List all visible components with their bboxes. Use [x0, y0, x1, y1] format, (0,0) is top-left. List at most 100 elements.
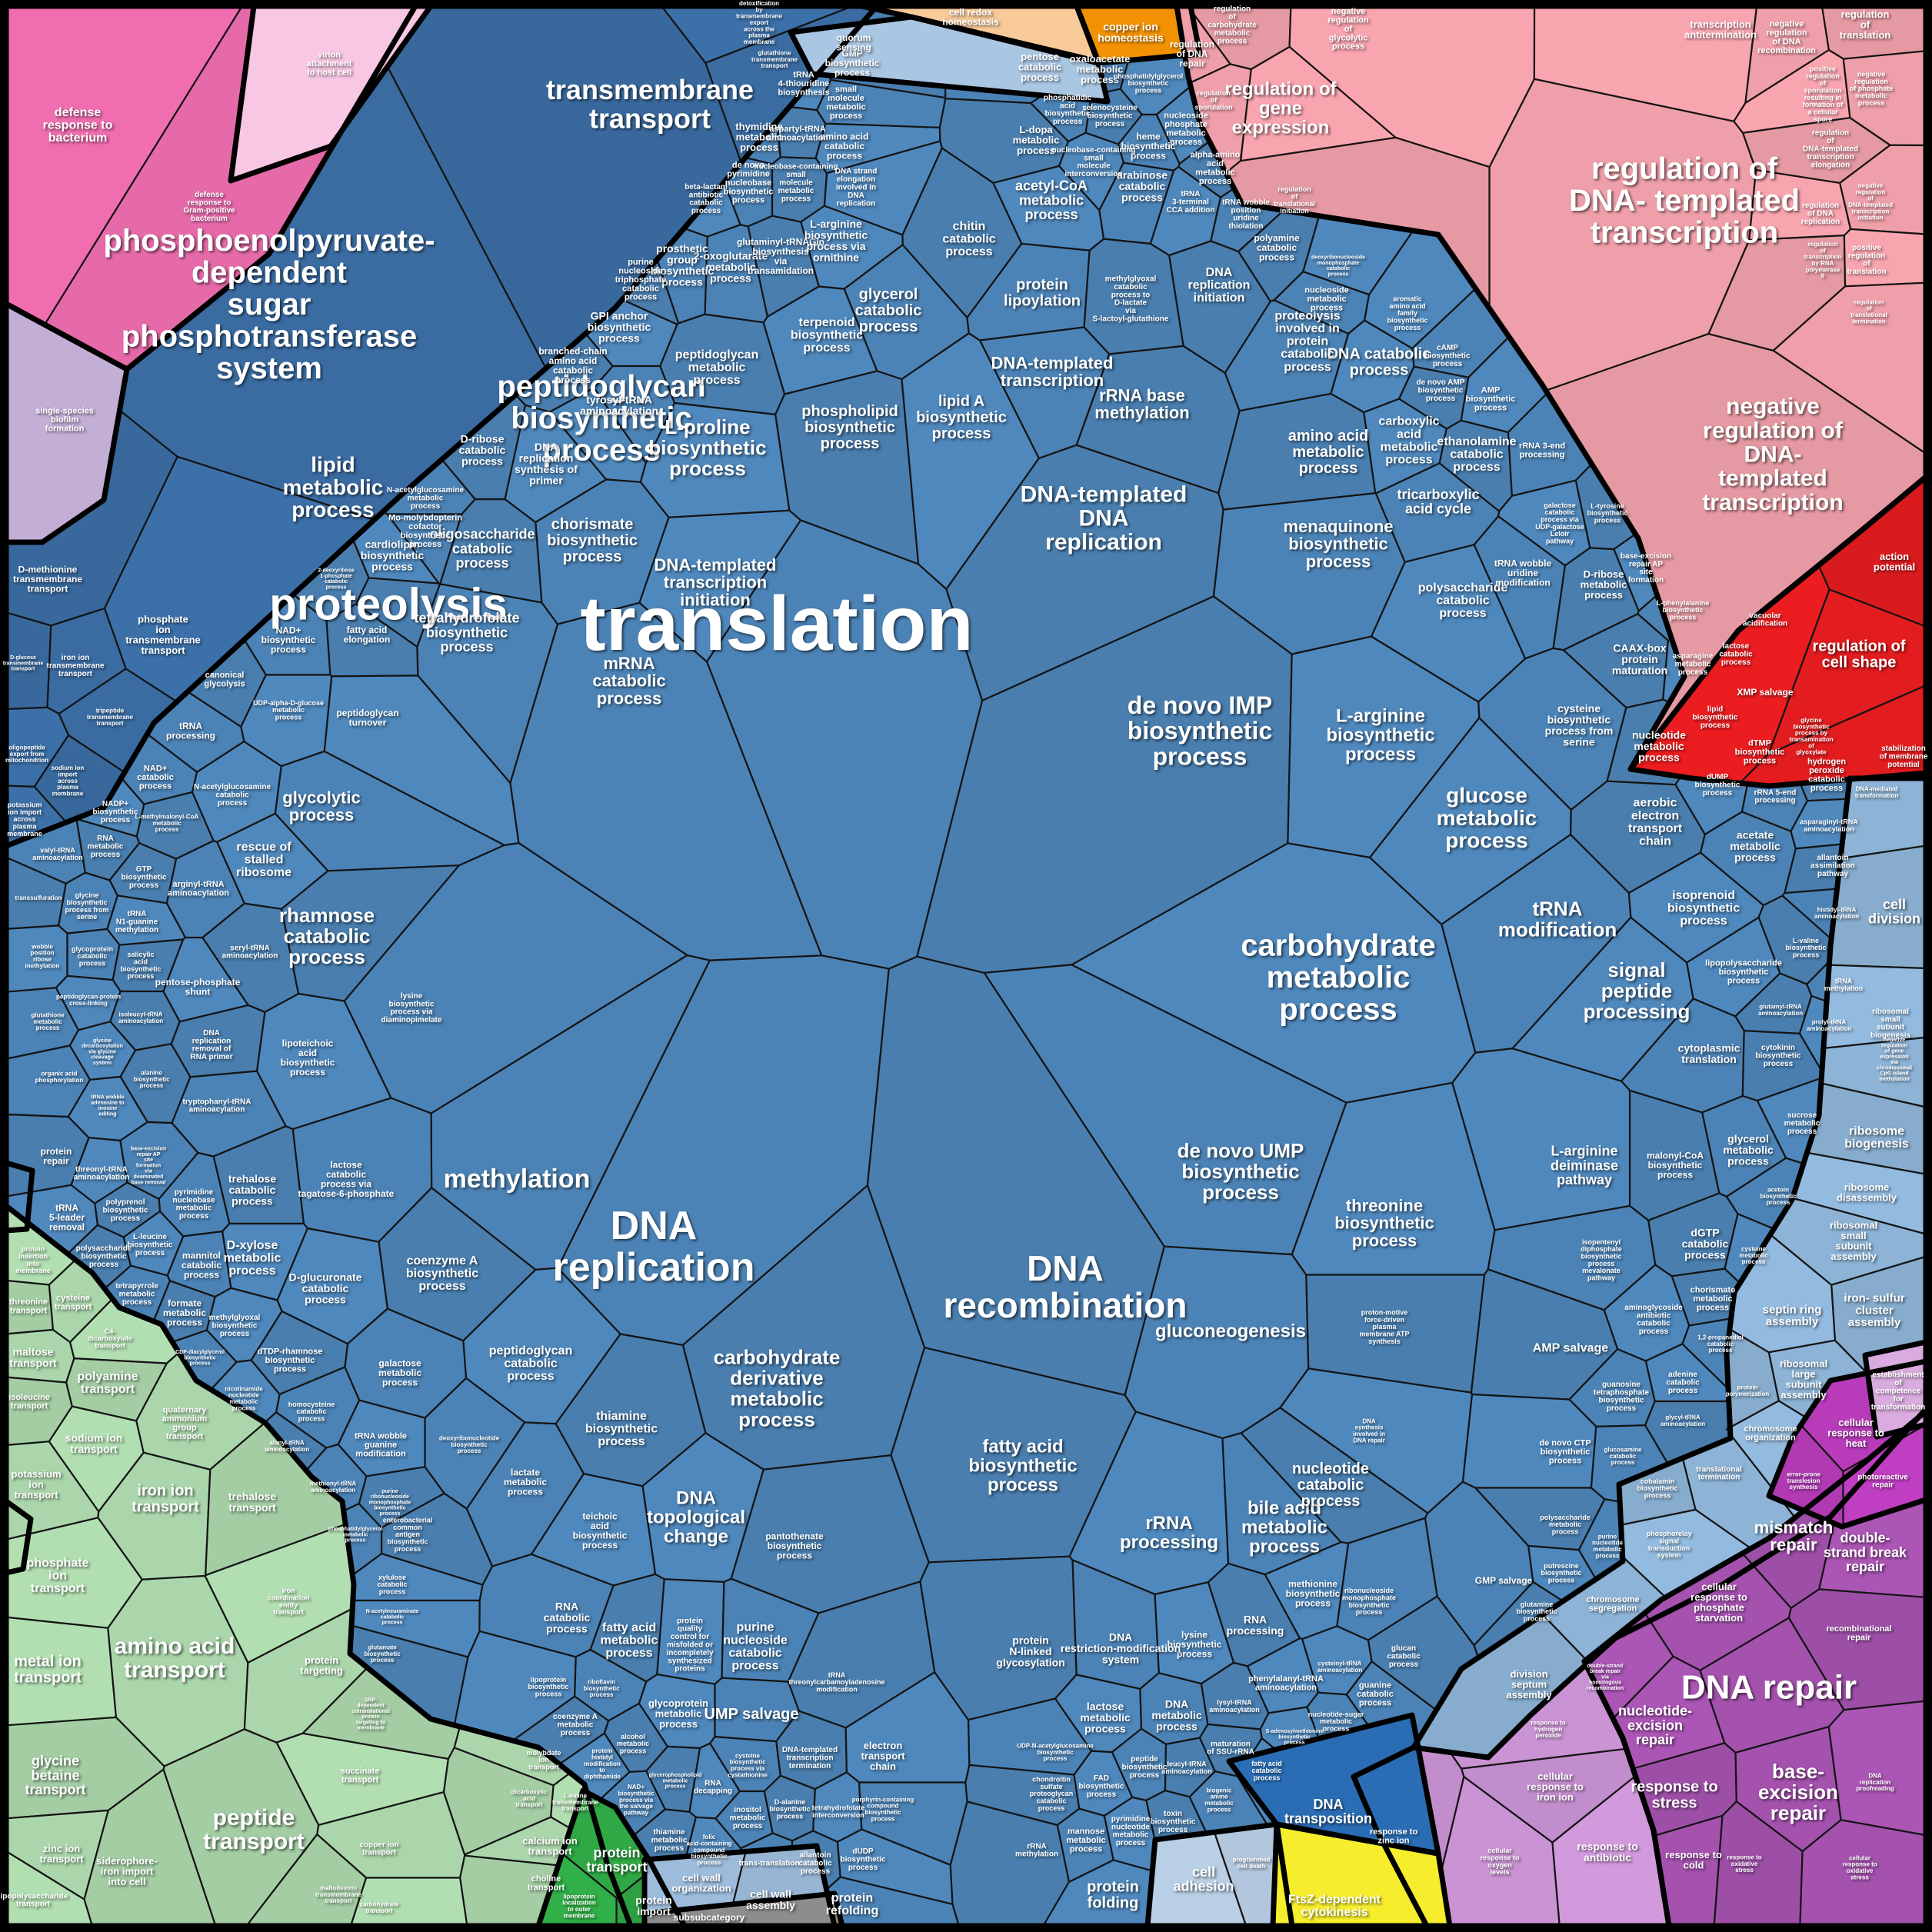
cell-label: protein histidyl modification to diphthamide — [584, 1747, 621, 1780]
cell-label: cellular response to oxygen levels — [1480, 1847, 1520, 1876]
cell-label: bile acid metabolic process — [1241, 1497, 1327, 1557]
treemap-cell-l-dopa-metabolic-process[interactable] — [938, 98, 1070, 184]
cell-label: calcium ion transport — [522, 1835, 578, 1857]
cell-label: regulation of translational termination — [1850, 298, 1887, 325]
cell-label: DNA replication removal of RNA primer — [190, 1029, 232, 1061]
cell-label: cytoplasmic translation — [1678, 1042, 1740, 1066]
cell-label: D-methionine transmembrane transport — [13, 565, 82, 595]
cell-label: phosphatidylglycerol biosynthetic process — [1114, 72, 1184, 95]
cell-label: L-leucine biosynthetic process — [128, 1233, 173, 1257]
cell-label: protein insertion into membrane — [15, 1245, 51, 1274]
cell-label: isoleucine transport — [8, 1393, 50, 1411]
treemap-cell-purine-ribonucleoside-monophosphate-biosynthetic-p[interactable] — [358, 1466, 445, 1529]
cell-label: cysteine transport — [55, 1294, 92, 1311]
cell-label: peptide biosynthetic process — [1122, 1755, 1168, 1780]
cell-label: action potential — [1874, 551, 1915, 573]
treemap-cell-mo-molybdopterin-cofactor-biosynthetic-process[interactable] — [386, 513, 463, 585]
cell-label: enterobacterial common antigen biosynthetic… — [383, 1516, 433, 1552]
cell-label: lysine biosynthetic process — [1168, 1630, 1222, 1660]
cell-label: error-prone translesion synthesis — [1787, 1471, 1820, 1491]
treemap-cell-peptidoglycan-turnover[interactable] — [323, 675, 520, 847]
cell-label: regulation of DNA- templated transcription — [1569, 152, 1800, 249]
cell-label: cardiolipin biosynthetic process — [361, 538, 425, 572]
cell-label: D-ribose metabolic process — [1581, 568, 1627, 601]
cell-label: thiamine metabolic process — [651, 1828, 688, 1853]
region-border-lp2 — [1862, 1339, 1929, 1440]
cell-label: nucleobase-containing small molecule interc… — [1052, 146, 1136, 178]
cell-label: negative regulation of glycolytic process — [1327, 7, 1368, 52]
cell-label: D-alanine biosynthetic process — [769, 1798, 810, 1820]
cell-label: regulation of gene expression — [1224, 78, 1337, 138]
cell-label: phosphatidylglycerol metabolic process — [328, 1527, 382, 1544]
cell-label: cytokinin biosynthetic process — [1756, 1044, 1801, 1068]
cell-label: RNA processing — [1227, 1614, 1284, 1637]
cell-label: fatty acid metabolic process — [601, 1621, 658, 1660]
cell-label: ribosomal large subunit assembly — [1780, 1357, 1827, 1401]
cell-label: Mo-molybdopterin cofactor biosynthetic proc… — [388, 514, 462, 549]
treemap-cell-l-arginine-deiminase-pathway[interactable] — [1451, 1048, 1631, 1231]
cell-label: S-adenosylmethionine biosynthetic process — [1266, 1729, 1324, 1746]
cell-label: menaquinone biosynthetic process — [1283, 517, 1393, 571]
cell-label: wobble position ribose methylation — [25, 943, 60, 969]
cell-label: peptidoglycan turnover — [336, 708, 398, 728]
cell-label: glycerol catabolic process — [855, 286, 922, 335]
cell-label: organic acid phosphorylation — [35, 1071, 84, 1084]
cell-label: regulation of carbohydrate metabolic process — [1208, 5, 1257, 46]
treemap-cell-dna-replication-proofreading[interactable] — [1827, 1700, 1927, 1837]
cell-label: toxin biosynthetic process — [1151, 1810, 1196, 1834]
cell-label: lactose catabolic process via tagatose-6-ph… — [298, 1159, 395, 1198]
cell-label: pantothenate biosynthetic process — [765, 1531, 824, 1561]
cell-label: cysteine metabolic process — [1739, 1245, 1768, 1265]
cell-label: tetrapyrrole metabolic process — [115, 1282, 158, 1307]
cell-label: acetoin biosynthetic process — [1760, 1186, 1797, 1206]
cell-label: pentose catabolic process — [1018, 51, 1061, 83]
cell-label: protein N-linked glycosylation — [996, 1634, 1064, 1668]
cell-label: cell wall assembly — [746, 1888, 795, 1912]
cell-label: nucleoside metabolic process — [1304, 285, 1348, 312]
cell-label: L-phenylalanine biosynthetic process — [1657, 599, 1710, 621]
cell-label: polyprenol biosynthetic process — [103, 1198, 148, 1223]
cell-label: N-acetylneuraminate catabolic process — [366, 1609, 419, 1626]
cell-label: L-proline biosynthetic process — [648, 415, 766, 480]
cell-label: DNA replication proofreading — [1856, 1772, 1894, 1792]
cell-label: regulation of translational initiation — [1274, 185, 1315, 215]
cell-label: nucleotide-excision repair — [1618, 1704, 1692, 1747]
treemap-cell-methylglyoxal-catabolic-process-to-d-lactate-via-s[interactable] — [1083, 238, 1184, 355]
cell-label: tRNA wobble position uridine thiolation — [1222, 198, 1270, 231]
cell-label: de novo IMP biosynthetic process — [1128, 691, 1272, 771]
region-border-gray — [641, 1890, 845, 1929]
cell-label: cell wall organization — [671, 1872, 731, 1894]
cell-label: double-strand break repair — [1824, 1531, 1907, 1574]
treemap-cell-trna-wobble-adenosine-to-inosine-editing[interactable] — [67, 1075, 148, 1142]
cell-label: translation — [580, 581, 973, 667]
cell-label: hydrogen peroxide catabolic process — [1807, 758, 1846, 793]
cell-label: tRNA wobble guanine modification — [355, 1431, 407, 1458]
cell-label: allantoin catabolic process — [798, 1851, 832, 1876]
treemap-cell-pantothenate-biosynthetic-process[interactable] — [730, 1454, 930, 1614]
cell-label: mismatch repair — [1754, 1517, 1834, 1554]
treemap-cell-polysaccharide-metabolic-process[interactable] — [1474, 1487, 1606, 1551]
cell-label: phosphorelay signal transduction system — [1646, 1530, 1691, 1559]
cell-label: GMP salvage — [1475, 1575, 1533, 1586]
cell-label: recombinational repair — [1827, 1624, 1892, 1642]
cell-label: electron transport chain — [861, 1740, 905, 1772]
cell-label: DNA-templated DNA replication — [1021, 481, 1188, 555]
cell-label: inositol metabolic process — [730, 1806, 766, 1830]
cell-label: quaternary ammonium group transport — [162, 1406, 208, 1441]
cell-label: putrescine biosynthetic process — [1541, 1562, 1581, 1584]
cell-label: regulation of DNA repair — [1170, 39, 1214, 69]
treemap-cell-phospholipid-biosynthetic-process[interactable] — [774, 370, 920, 565]
cell-label: cell adhesion — [1173, 1864, 1234, 1894]
cell-label: small molecule metabolic process — [826, 85, 865, 121]
cell-label: protein targeting — [300, 1654, 343, 1677]
cell-label: guanine catabolic process — [1357, 1681, 1394, 1707]
cell-label: rRNA processing — [1120, 1513, 1218, 1553]
cell-label: potassium ion transport — [11, 1468, 61, 1501]
cell-label: tyrosyl-tRNA aminoacylation — [580, 394, 658, 418]
cell-label: tryptophanyl-tRNA aminoacylation — [183, 1098, 251, 1114]
cell-label: regulation of transcription by RNA polymeras… — [1804, 241, 1842, 280]
cell-label: positive regulation of sporulation resulting… — [1803, 65, 1844, 123]
